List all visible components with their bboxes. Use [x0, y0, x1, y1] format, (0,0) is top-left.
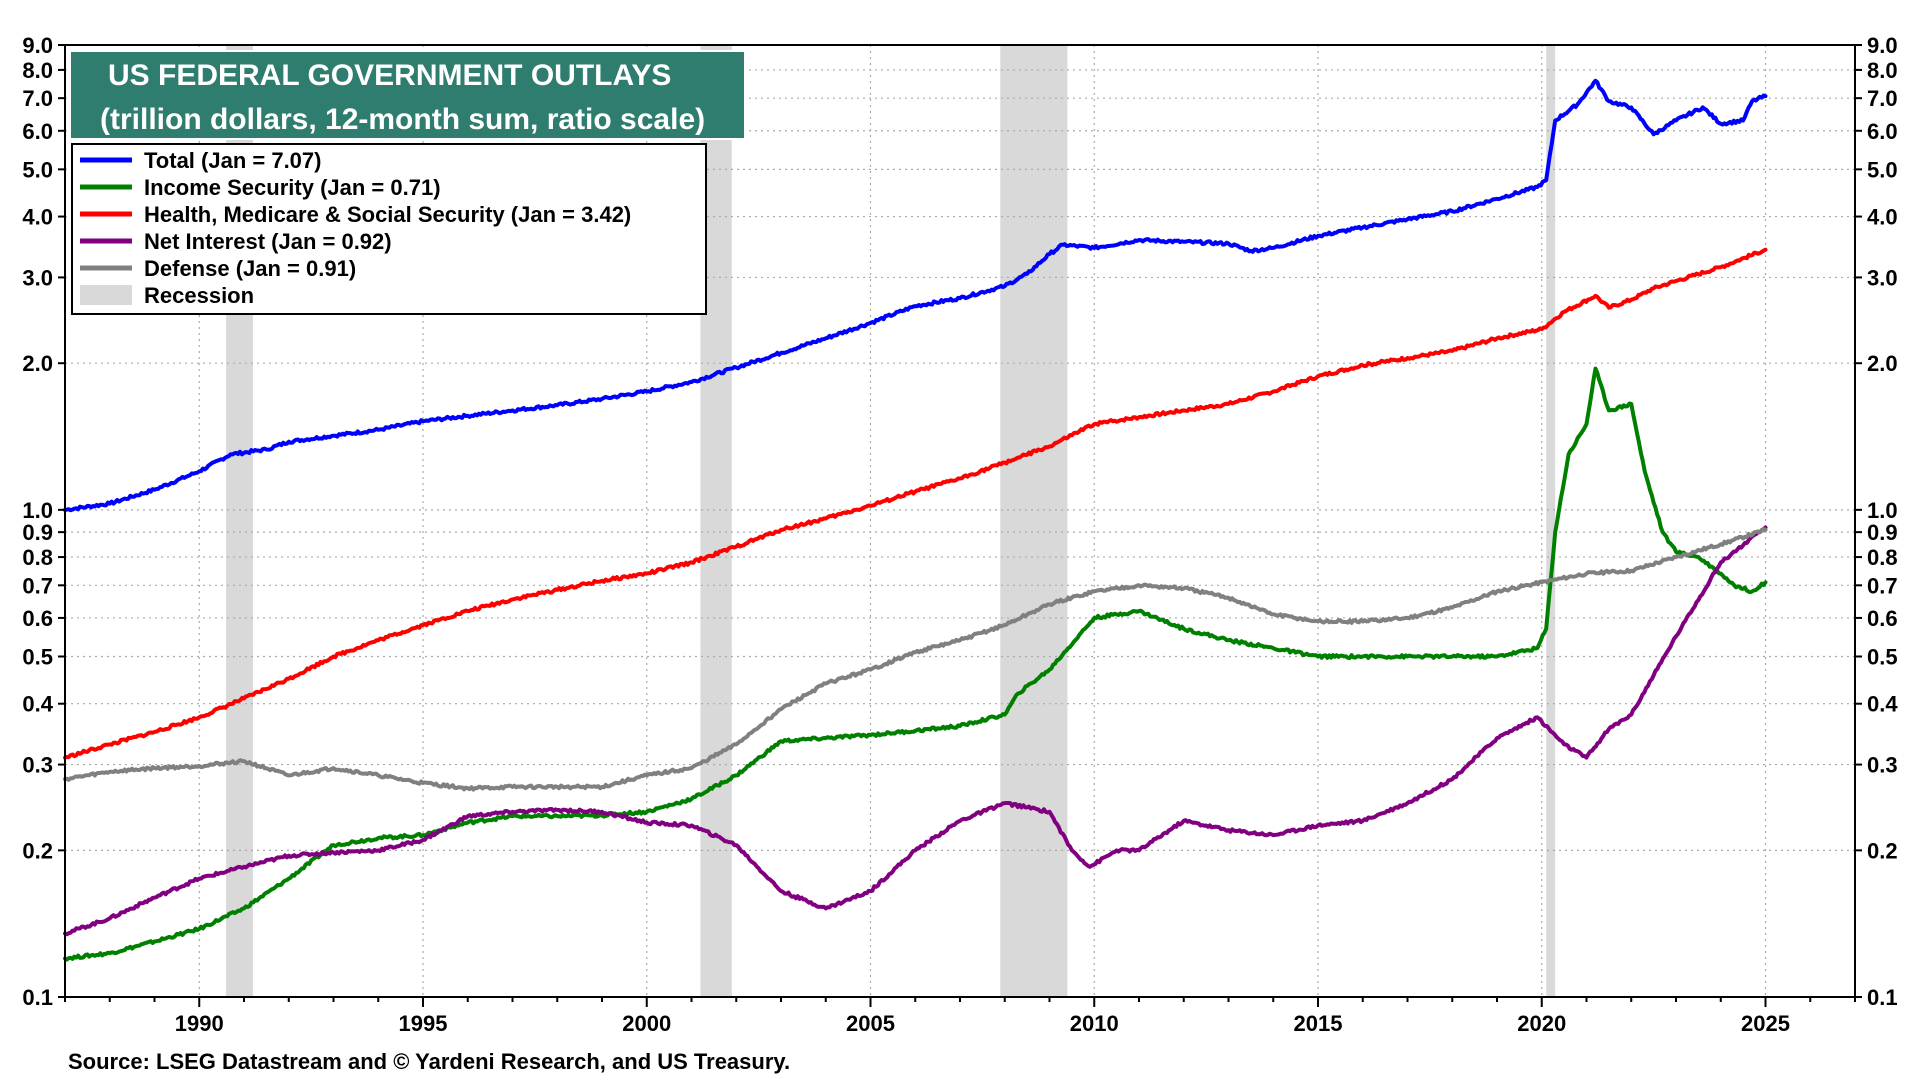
x-tick-label: 1990	[175, 1011, 224, 1036]
title-box	[69, 50, 746, 140]
x-tick-label: 2020	[1517, 1011, 1566, 1036]
y-tick-label-left: 4.0	[22, 205, 53, 230]
y-tick-label-left: 0.2	[22, 838, 53, 863]
y-tick-label-right: 2.0	[1867, 351, 1898, 376]
x-axis-ticks: 1990 1995 2000 2005 2010 2015 2020 2025	[64, 997, 1856, 1036]
chart-title: US FEDERAL GOVERNMENT OUTLAYS	[108, 59, 671, 92]
x-tick-label: 1995	[399, 1011, 448, 1036]
y-tick-label-left: 0.6	[22, 606, 53, 631]
x-tick-label: 2005	[846, 1011, 895, 1036]
legend: Total (Jan = 7.07)Income Security (Jan =…	[80, 148, 631, 308]
y-tick-label-left: 0.9	[22, 520, 53, 545]
y-axis-ticks: 0.1 0.1 0.2 0.2 0.3 0.3 0.4 0.4 0.5 0.5 0.6 0.6 0.7 0…	[22, 33, 1898, 1010]
y-tick-label-right: 8.0	[1867, 58, 1898, 83]
y-tick-label-left: 1.0	[22, 498, 53, 523]
y-tick-label-left: 0.1	[22, 985, 53, 1010]
legend-swatch	[80, 285, 132, 305]
legend-label: Net Interest (Jan = 0.92)	[144, 229, 392, 254]
legend-box	[71, 143, 707, 315]
y-tick-label-left: 8.0	[22, 58, 53, 83]
series-line-health-medicare-social-security	[63, 247, 1768, 760]
y-tick-label-left: 0.5	[22, 645, 53, 670]
legend-label: Health, Medicare & Social Security (Jan …	[144, 202, 631, 227]
y-tick-label-right: 0.7	[1867, 573, 1898, 598]
y-tick-label-left: 2.0	[22, 351, 53, 376]
y-tick-label-left: 0.8	[22, 545, 53, 570]
y-tick-label-right: 0.6	[1867, 606, 1898, 631]
y-tick-label-right: 0.1	[1867, 985, 1898, 1010]
y-tick-label-right: 0.8	[1867, 545, 1898, 570]
y-tick-label-left: 5.0	[22, 157, 53, 182]
chart-subtitle: (trillion dollars, 12-month sum, ratio s…	[100, 103, 705, 136]
x-tick-label: 2025	[1741, 1011, 1790, 1036]
y-tick-label-right: 0.4	[1867, 692, 1898, 717]
y-tick-label-left: 3.0	[22, 265, 53, 290]
x-tick-label: 2010	[1070, 1011, 1119, 1036]
y-tick-label-right: 9.0	[1867, 33, 1898, 58]
series-lines	[63, 78, 1768, 962]
x-tick-label: 2015	[1294, 1011, 1343, 1036]
y-tick-label-right: 1.0	[1867, 498, 1898, 523]
series-line-defense	[63, 527, 1768, 792]
y-tick-label-left: 0.7	[22, 573, 53, 598]
legend-label: Total (Jan = 7.07)	[144, 148, 321, 173]
y-tick-label-right: 0.9	[1867, 520, 1898, 545]
y-tick-label-left: 6.0	[22, 119, 53, 144]
y-tick-label-right: 7.0	[1867, 86, 1898, 111]
y-tick-label-right: 3.0	[1867, 265, 1898, 290]
source-note: Source: LSEG Datastream and © Yardeni Re…	[68, 1049, 790, 1074]
y-tick-label-left: 9.0	[22, 33, 53, 58]
y-tick-label-right: 0.3	[1867, 753, 1898, 778]
y-tick-label-right: 4.0	[1867, 205, 1898, 230]
series-line-income-security	[63, 366, 1768, 962]
x-tick-label: 2000	[622, 1011, 671, 1036]
legend-label: Defense (Jan = 0.91)	[144, 256, 356, 281]
y-tick-label-right: 0.2	[1867, 838, 1898, 863]
legend-label: Recession	[144, 283, 254, 308]
y-tick-label-right: 0.5	[1867, 645, 1898, 670]
series-line-net-interest	[63, 525, 1768, 937]
recession-band	[1546, 45, 1556, 997]
y-tick-label-left: 0.4	[22, 692, 53, 717]
legend-label: Income Security (Jan = 0.71)	[144, 175, 441, 200]
y-tick-label-right: 6.0	[1867, 119, 1898, 144]
y-tick-label-right: 5.0	[1867, 157, 1898, 182]
recession-band	[1000, 45, 1068, 997]
y-tick-label-left: 7.0	[22, 86, 53, 111]
y-tick-label-left: 0.3	[22, 753, 53, 778]
series-line-total	[63, 78, 1768, 513]
